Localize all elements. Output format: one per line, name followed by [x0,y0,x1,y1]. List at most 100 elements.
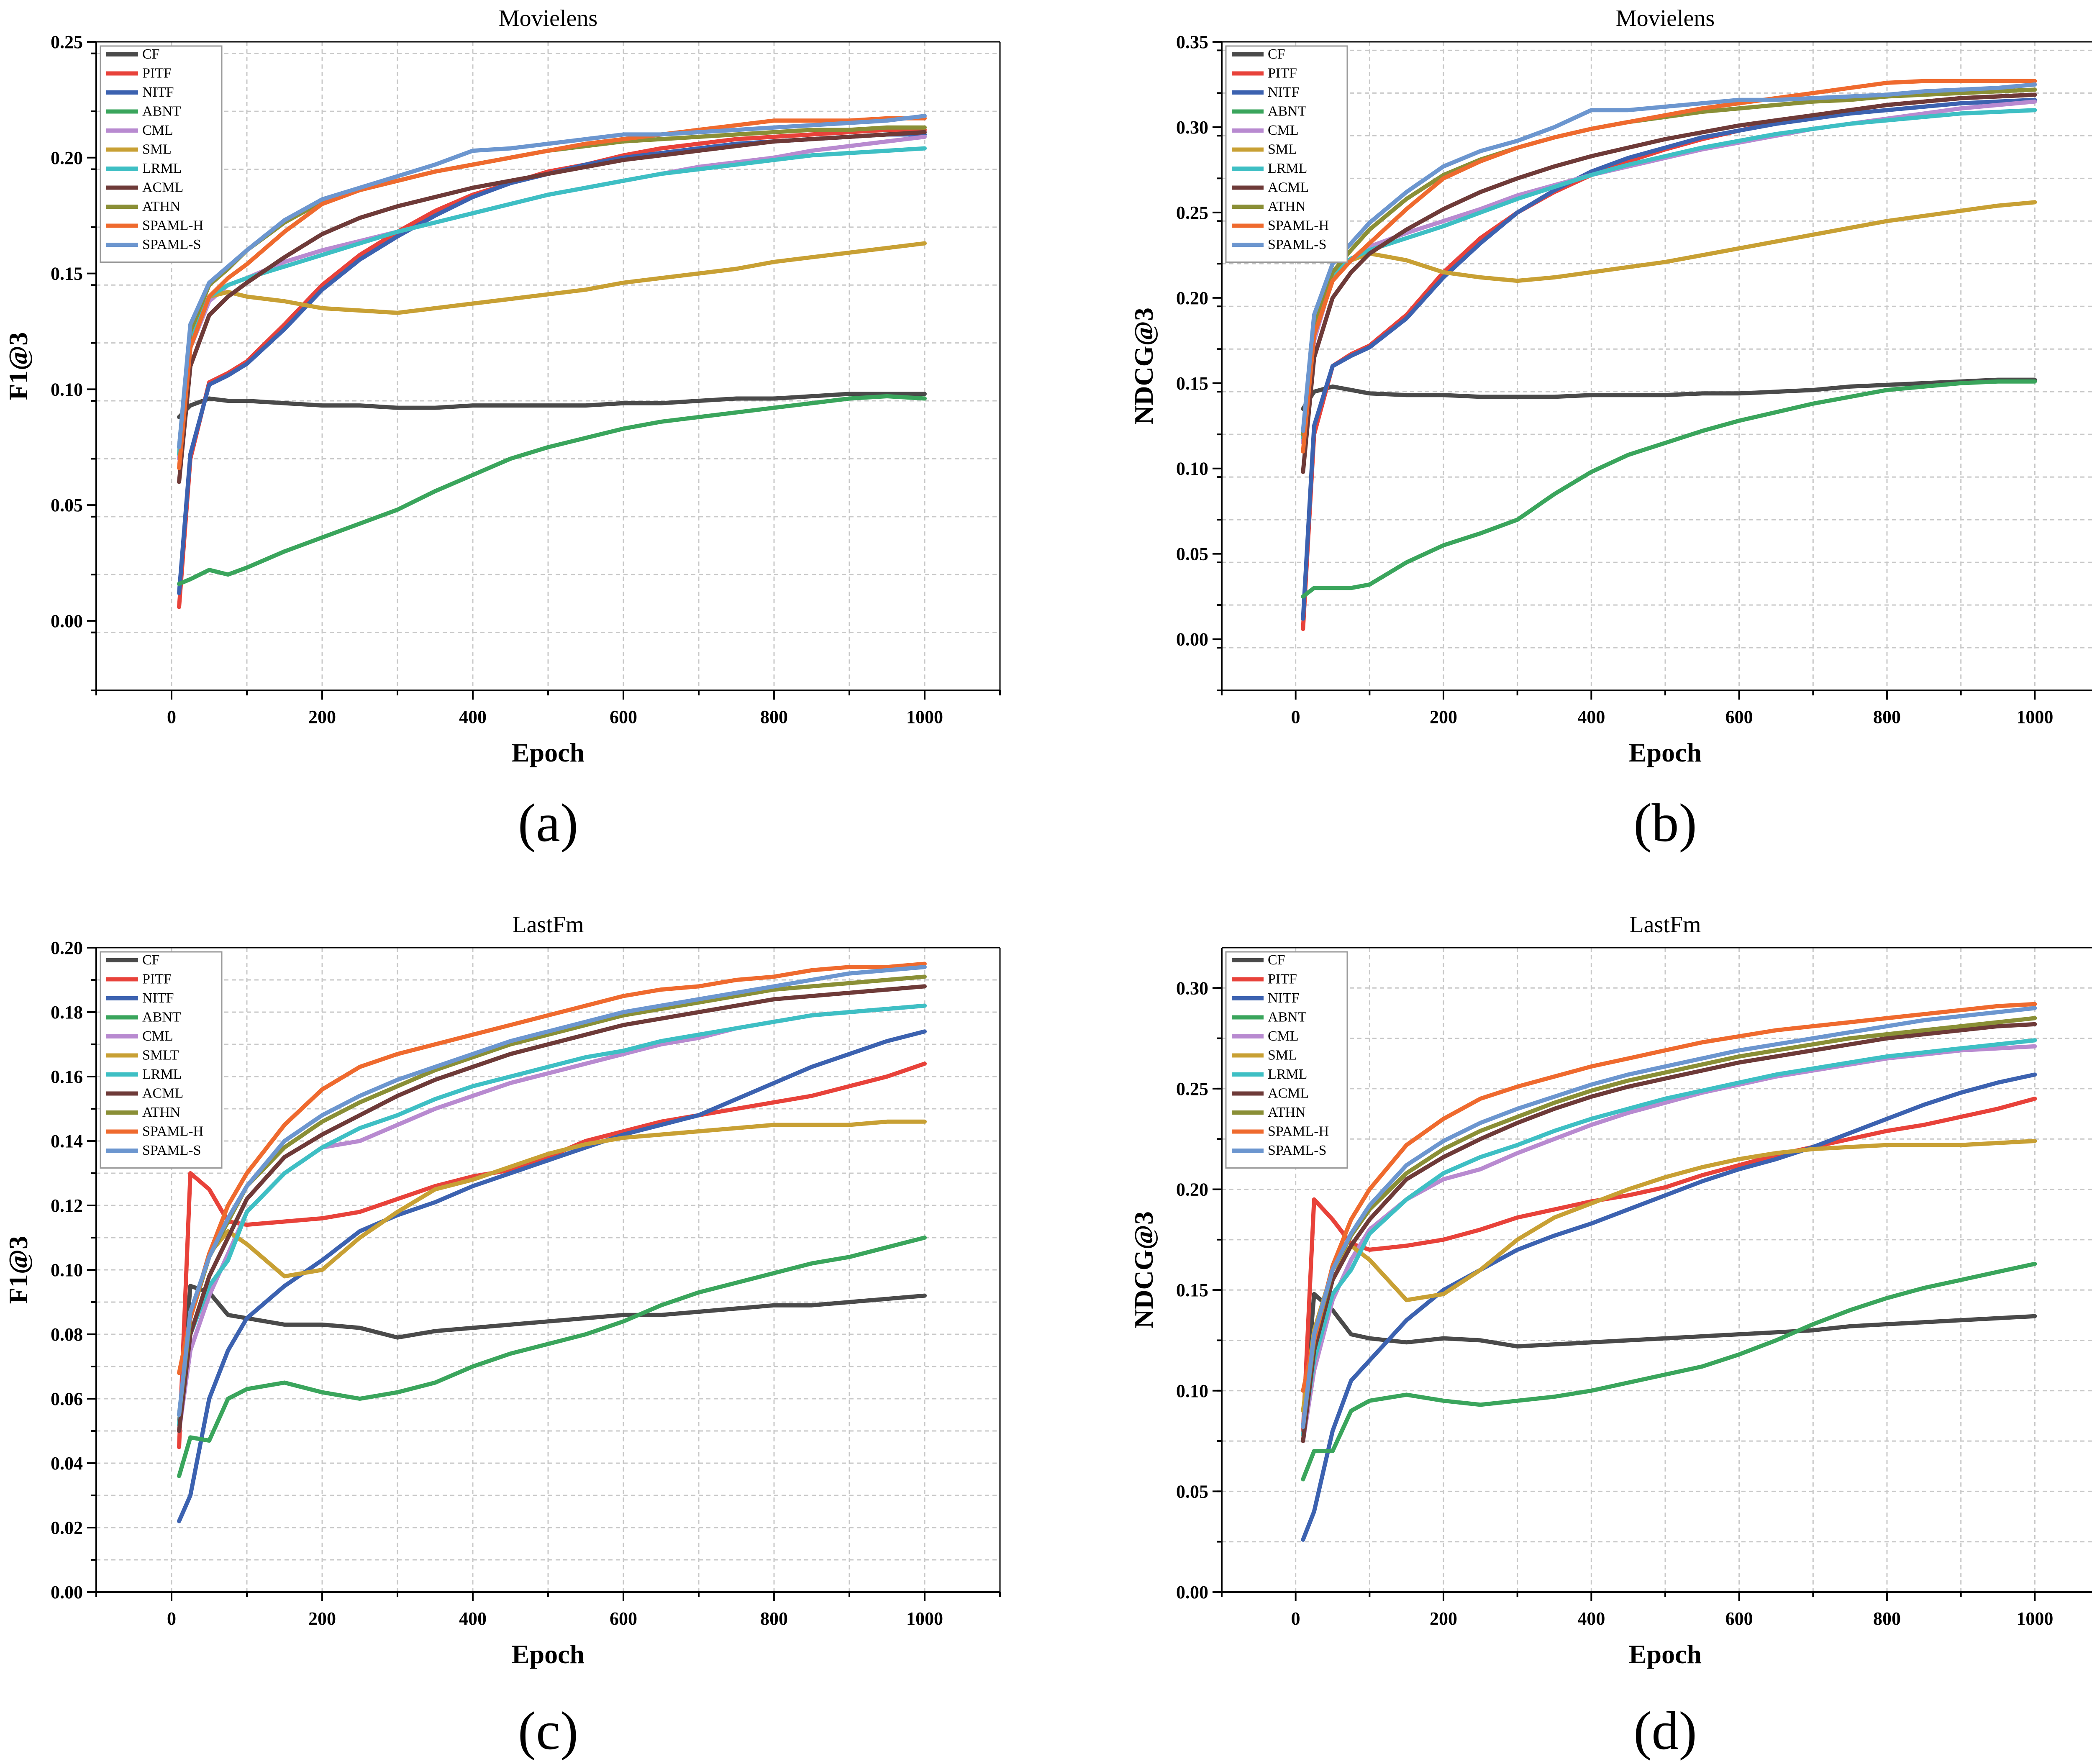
x-tick-label: 200 [1430,1608,1457,1629]
series-line-abnt [177,1236,927,1478]
legend: CF PITF NITF ABNT CML SML LRML ACML ATHN SPAML-H S… [1225,951,1348,1169]
y-tick-label: 0.20 [1176,288,1208,308]
x-axis-label: Epoch [1629,738,1702,767]
legend: CF PITF NITF ABNT CML SML LRML ACML ATHN SPAML-H S… [1225,45,1348,263]
x-tick-label: 600 [610,1608,637,1629]
legend-label-cml: CML [142,123,173,138]
series-line-smlt [177,1119,927,1417]
series-line-abnt [1301,1261,2037,1482]
panel-d: 0 200 400 600 800 1000 0.00 0.05 0.10 0.15 0.20 0.2… [1129,912,2092,1761]
y-tick-label: 0.30 [1176,117,1208,138]
x-tick-label: 200 [308,707,336,727]
legend-label-cf: CF [142,952,160,968]
legend-label-lrml: LRML [142,161,182,176]
series-line-acml [1301,1022,2037,1444]
y-tick-label: 0.02 [51,1518,83,1538]
y-tick-label: 0.25 [1176,1079,1208,1099]
series-line-sml [177,241,927,456]
x-tick-label: 400 [459,707,487,727]
legend-label-spaml-s: SPAML-S [1268,1143,1326,1158]
y-tick-label: 0.05 [1176,1481,1208,1502]
panel-c: 0 200 400 600 800 1000 0.00 0.02 0.04 0.06 0.08 0.1… [3,912,1001,1761]
y-tick-label: 0.08 [51,1324,83,1345]
legend-label-abnt: ABNT [1268,104,1307,119]
y-axis-label: NDCG@3 [1129,308,1159,425]
y-tick-label: 0.10 [51,379,83,400]
y-tick-label: 0.14 [51,1131,83,1151]
panel-caption: (c) [518,1701,578,1761]
legend: CF PITF NITF ABNT CML SMLT LRML ACML ATHN SPAML-H… [100,951,223,1169]
series-line-spaml-h [1301,1002,2037,1393]
x-tick-label: 400 [459,1608,487,1629]
x-tick-label: 0 [167,1608,176,1629]
x-axis-label: Epoch [512,1639,585,1669]
x-tick-label: 0 [1291,1608,1300,1629]
y-tick-label: 0.00 [1176,1582,1208,1602]
series-line-sml [1301,1139,2037,1413]
x-tick-label: 800 [1873,1608,1901,1629]
series-line-spaml-s [1301,1006,2037,1429]
legend-label-nitf: NITF [142,85,174,100]
legend-label-sml: SML [142,142,172,157]
panel-caption: (d) [1633,1701,1697,1761]
series-line-cf [1301,377,2037,411]
series-line-abnt [1301,379,2037,599]
legend-label-sml: SML [1268,1048,1297,1063]
legend-label-spaml-h: SPAML-H [142,1124,203,1139]
legend-label-spaml-s: SPAML-S [142,237,201,252]
legend-label-nitf: NITF [142,990,174,1006]
series-line-cf [177,392,927,419]
panel-a: 0 200 400 600 800 1000 0.00 0.05 0.10 0.15 0.20 0.2… [3,5,1001,853]
y-axis-label: F1@3 [3,1236,33,1304]
series-line-sml [1301,200,2037,440]
legend-label-acml: ACML [1268,180,1309,195]
y-tick-label: 0.20 [51,148,83,168]
y-tick-label: 0.20 [1176,1179,1208,1200]
x-tick-label: 800 [760,1608,788,1629]
legend: CF PITF NITF ABNT CML SML LRML ACML ATHN SPAML-H S… [100,45,223,263]
series-line-lrml [177,146,927,456]
legend-label-cf: CF [1268,46,1285,62]
y-axis-label: F1@3 [3,332,33,400]
y-tick-label: 0.20 [51,938,83,958]
legend-label-pitf: PITF [142,66,172,81]
legend-label-cf: CF [142,46,160,62]
y-tick-label: 0.35 [1176,32,1208,52]
y-tick-label: 0.15 [1176,373,1208,394]
panel-caption: (a) [518,793,578,853]
legend-label-abnt: ABNT [142,104,181,119]
y-tick-label: 0.05 [1176,544,1208,564]
legend-label-abnt: ABNT [142,1010,181,1025]
panel-b: 0 200 400 600 800 1000 0.00 0.05 0.10 0.15 0.20 0.2… [1129,5,2092,853]
y-tick-label: 0.25 [51,32,83,52]
legend-label-pitf: PITF [1268,66,1297,81]
legend-label-lrml: LRML [1268,1067,1307,1082]
legend-label-pitf: PITF [142,972,172,987]
series-line-nitf [177,1029,927,1523]
legend-label-nitf: NITF [1268,85,1300,100]
x-tick-label: 600 [1725,1608,1753,1629]
x-tick-label: 0 [167,707,176,727]
y-tick-label: 0.15 [1176,1280,1208,1300]
legend-label-cml: CML [142,1028,173,1044]
series-line-acml [1301,92,2037,474]
panel-caption: (b) [1633,793,1697,853]
series-line-spaml-s [177,114,927,449]
chart-title: LastFm [512,912,584,938]
legend-label-athn: ATHN [1268,199,1306,214]
y-tick-label: 0.30 [1176,978,1208,998]
y-tick-label: 0.05 [51,495,83,515]
x-tick-label: 600 [1725,707,1753,727]
x-tick-label: 1000 [906,1608,943,1629]
x-axis-label: Epoch [1629,1639,1702,1669]
legend-label-acml: ACML [142,1086,183,1101]
legend-label-cml: CML [1268,1028,1299,1044]
legend-label-spaml-s: SPAML-S [1268,237,1326,252]
x-tick-label: 1000 [2016,1608,2053,1629]
series-line-acml [177,984,927,1433]
y-tick-label: 0.12 [51,1195,83,1216]
y-tick-label: 0.10 [51,1260,83,1280]
legend-label-acml: ACML [142,180,183,195]
series-line-lrml [1301,108,2037,440]
